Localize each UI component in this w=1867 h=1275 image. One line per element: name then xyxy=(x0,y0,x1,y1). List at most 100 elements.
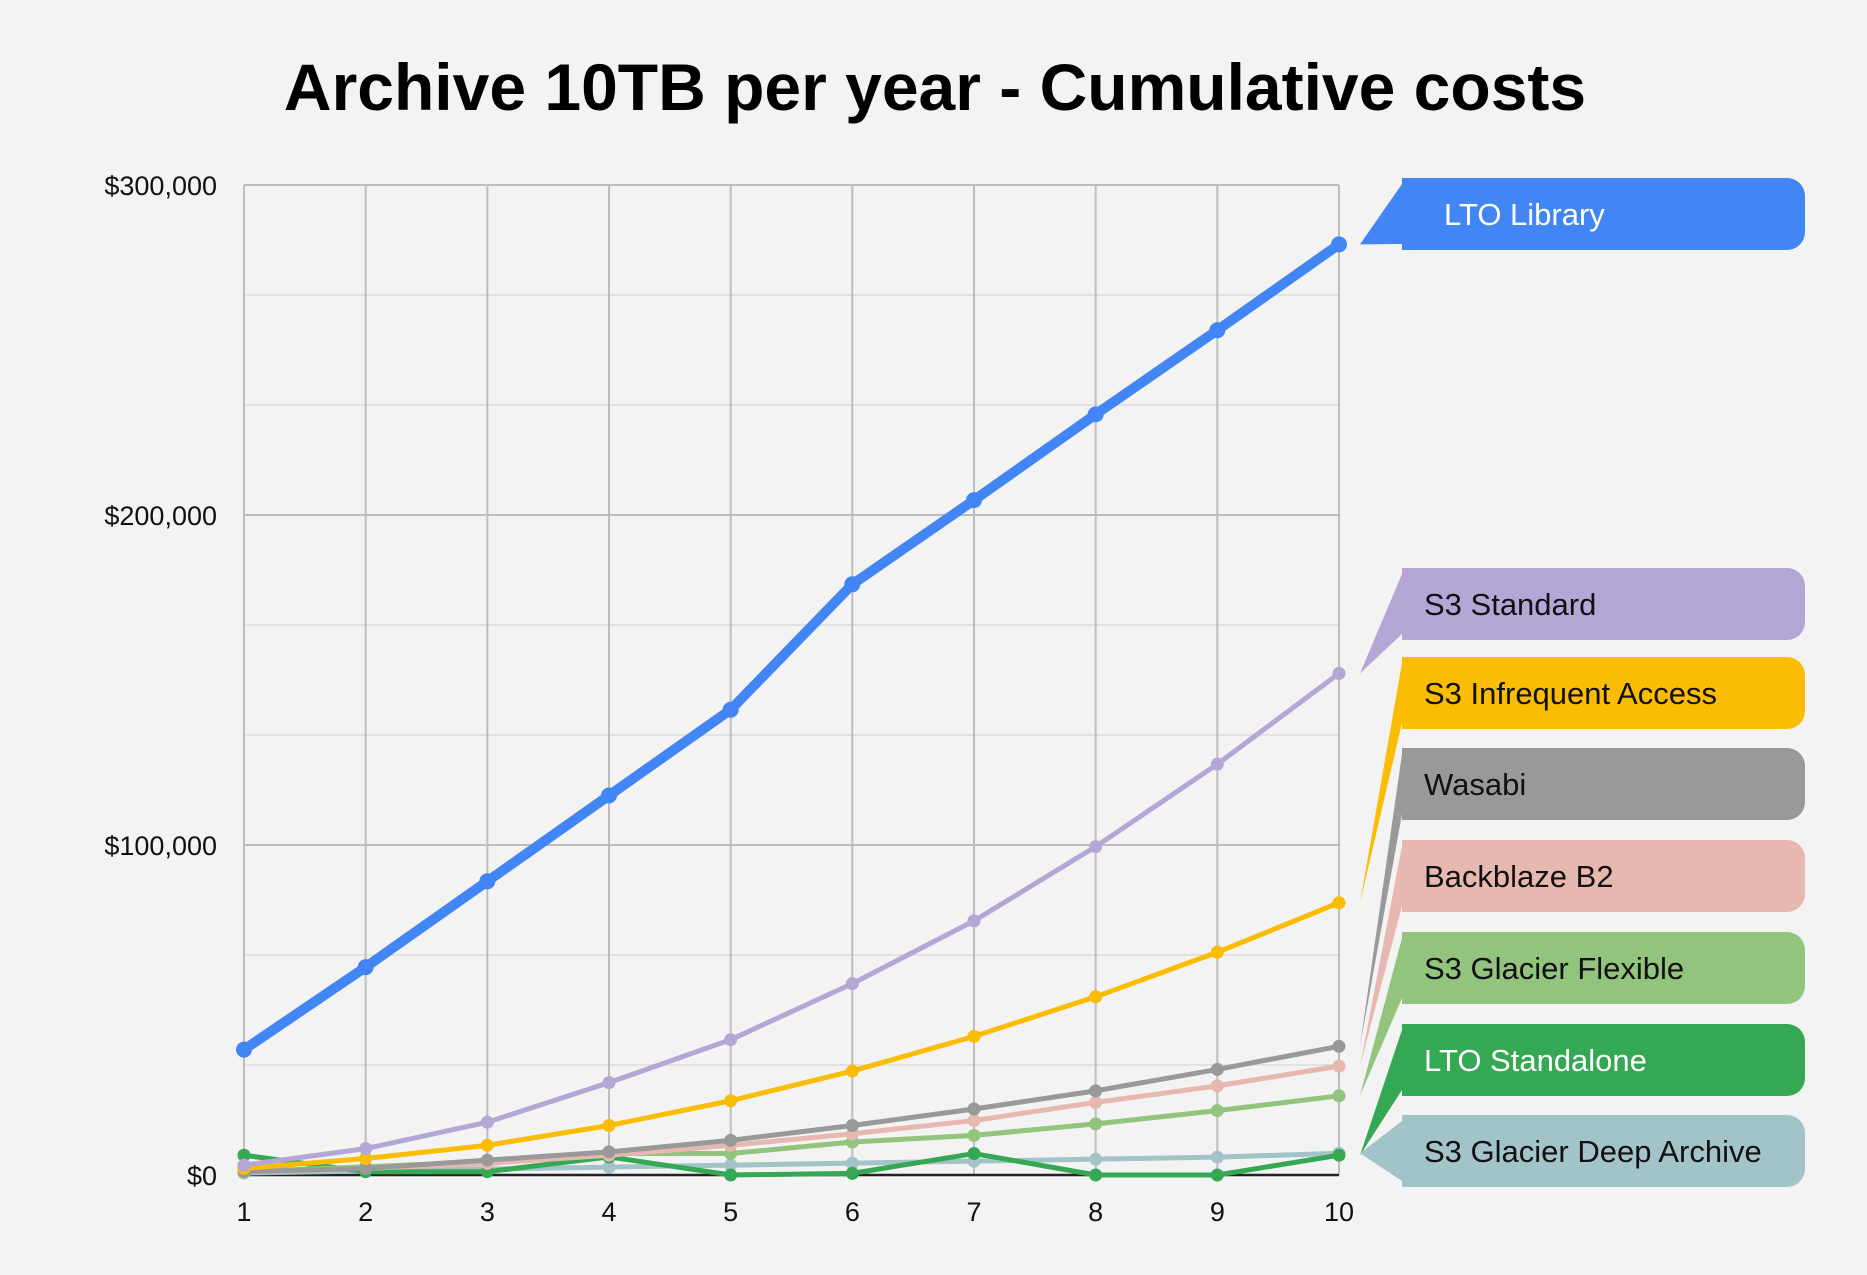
legend-label: S3 Standard xyxy=(1424,587,1596,622)
data-point xyxy=(1089,1168,1103,1182)
series-line xyxy=(241,1043,1342,1175)
legend-box-edge xyxy=(1402,568,1432,640)
data-point xyxy=(1089,1117,1103,1131)
legend-label: S3 Glacier Deep Archive xyxy=(1424,1134,1762,1169)
data-point xyxy=(967,1147,981,1161)
series-group xyxy=(236,236,1347,1058)
grid xyxy=(243,184,1340,1175)
data-point xyxy=(967,914,981,928)
x-tick-label: 5 xyxy=(723,1197,738,1227)
legend-entry: LTO Library xyxy=(1360,178,1805,250)
data-point xyxy=(1210,1150,1224,1164)
legend-box-edge xyxy=(1402,178,1432,250)
legend-box-edge xyxy=(1402,932,1432,1004)
data-point xyxy=(1332,1059,1346,1073)
legend-entry: LTO Standalone xyxy=(1360,1024,1805,1156)
data-point xyxy=(845,1119,859,1132)
data-point xyxy=(1332,1089,1346,1103)
y-tick-label: $0 xyxy=(187,1161,217,1191)
data-point xyxy=(845,1166,859,1180)
data-point xyxy=(724,1133,738,1147)
data-point xyxy=(967,1029,981,1043)
legend-box-edge xyxy=(1402,748,1432,820)
data-point xyxy=(1210,1079,1224,1093)
legend-entry: S3 Glacier Flexible xyxy=(1360,932,1805,1096)
legend-box xyxy=(1402,748,1805,820)
series-line xyxy=(241,670,1342,1168)
series-line xyxy=(241,900,1342,1171)
data-point xyxy=(480,1153,494,1167)
chart-title: Archive 10TB per year - Cumulative costs xyxy=(284,50,1586,124)
x-tick-label: 8 xyxy=(1088,1197,1103,1227)
x-tick-label: 4 xyxy=(601,1197,616,1227)
data-point xyxy=(1332,666,1346,680)
legend-pointer xyxy=(1360,663,1402,903)
legend-label: LTO Standalone xyxy=(1424,1043,1647,1078)
data-point xyxy=(1089,1084,1103,1098)
data-point xyxy=(724,1033,738,1047)
x-tick-label: 1 xyxy=(236,1197,251,1227)
data-point xyxy=(724,1158,738,1172)
legend-box xyxy=(1402,568,1805,640)
data-point xyxy=(844,576,861,593)
data-point xyxy=(479,873,496,890)
data-point xyxy=(480,1115,494,1129)
x-tick-label: 3 xyxy=(480,1197,495,1227)
data-point xyxy=(1087,406,1104,423)
series-line xyxy=(241,1151,1342,1178)
legend-entry: S3 Glacier Deep Archive xyxy=(1360,1115,1805,1187)
data-point xyxy=(1332,896,1346,910)
data-point xyxy=(967,1128,981,1142)
x-tick-label: 7 xyxy=(966,1197,981,1227)
data-point xyxy=(357,959,374,976)
legend-entry: S3 Infrequent Access xyxy=(1360,657,1805,903)
legend-pointer xyxy=(1360,184,1402,245)
data-point xyxy=(845,1156,859,1170)
legend-pointer xyxy=(1360,1030,1402,1156)
data-point xyxy=(1089,1152,1103,1166)
y-tick-label: $300,000 xyxy=(104,171,217,201)
data-point xyxy=(1331,236,1347,253)
data-point xyxy=(602,1119,616,1132)
data-point xyxy=(1210,1104,1224,1118)
data-point xyxy=(1089,840,1103,854)
x-tick-label: 6 xyxy=(845,1197,860,1227)
legend-pointer xyxy=(1360,846,1402,1067)
data-point xyxy=(237,1148,251,1162)
data-point xyxy=(724,1168,738,1182)
data-point xyxy=(359,1142,373,1156)
legend-box-edge xyxy=(1402,1024,1432,1096)
data-point xyxy=(601,787,617,804)
data-point xyxy=(480,1138,494,1152)
x-tick-label: 2 xyxy=(358,1197,373,1227)
legend-entry: S3 Standard xyxy=(1360,568,1805,674)
legend-label: LTO Library xyxy=(1444,197,1605,232)
data-point xyxy=(1332,1148,1346,1162)
axes: $0 $100,000 $200,000 $300,000 1 2 3 4 5 6 7 8 9 10 xyxy=(104,171,1354,1227)
legend-box xyxy=(1402,1115,1805,1187)
legend-pointer xyxy=(1360,754,1402,1047)
data-point xyxy=(966,492,982,509)
legend-label: Wasabi xyxy=(1424,767,1526,802)
data-point xyxy=(1210,945,1224,959)
data-point xyxy=(1210,1168,1224,1182)
legend-box-edge xyxy=(1402,840,1432,912)
x-tick-label: 9 xyxy=(1210,1197,1225,1227)
legend-box-edge xyxy=(1402,657,1432,729)
series-line xyxy=(239,239,1344,1055)
data-point xyxy=(359,1161,373,1175)
legend-box xyxy=(1402,178,1805,250)
y-tick-label: $200,000 xyxy=(104,501,217,531)
legend-label: S3 Infrequent Access xyxy=(1424,676,1717,711)
legend: LTO Library S3 Standard S3 Infrequent Acce… xyxy=(1360,178,1805,1187)
legend-box-edge xyxy=(1402,1115,1432,1187)
data-point xyxy=(602,1160,616,1174)
legend-box xyxy=(1402,1024,1805,1096)
data-point xyxy=(1332,1039,1346,1053)
data-point xyxy=(845,977,859,991)
data-point xyxy=(1089,1095,1103,1109)
data-point xyxy=(359,1152,373,1165)
data-point xyxy=(722,701,739,718)
